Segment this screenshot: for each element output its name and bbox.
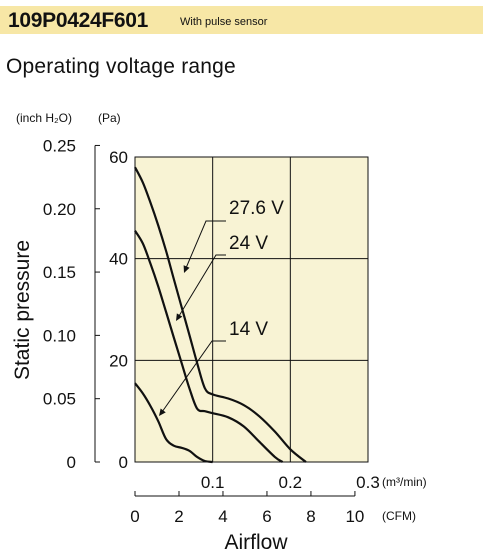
inch-tick-label: 0 [67,453,76,472]
x-tick-label-m3: 0.3 [356,473,380,492]
x-tick-label-m3: 0.1 [201,473,225,492]
model-subtitle: With pulse sensor [180,16,268,28]
x-tick-label-m3: 0.2 [279,473,303,492]
x-tick-label-cfm: 2 [174,507,183,526]
x-tick-label-cfm: 4 [218,507,227,526]
section-title: Operating voltage range [6,55,236,78]
pa-tick-label: 0 [119,453,128,472]
inch-tick-label: 0.10 [43,326,76,345]
x-tick-label-cfm: 0 [130,507,139,526]
x-tick-label-cfm: 10 [345,507,364,526]
x-tick-label-cfm: 6 [262,507,271,526]
annotation-arrowhead [159,408,166,416]
annotation-label: 14 V [229,319,268,340]
annotation-arrowhead [176,313,183,321]
y-unit-pa: (Pa) [98,111,121,125]
pa-tick-label: 20 [109,351,128,370]
annotation-arrowhead [183,265,190,273]
inch-tick-label: 0.05 [43,390,76,409]
annotation-leader [161,340,226,413]
x-unit-m3: (m³/min) [382,475,427,489]
pa-tick-label: 40 [109,250,128,269]
model-number: 109P0424F601 [8,9,149,32]
curve-14-vv [134,382,213,464]
axes [94,144,356,497]
x-unit-cfm: (CFM) [382,509,416,523]
curve-24-vv [134,230,284,463]
grid [135,157,368,462]
plot-frame [134,156,369,463]
y-axis-title: Static pressure [11,240,34,380]
annotation-leader [178,254,226,317]
inch-tick-label: 0.25 [43,136,76,155]
x-axis-title: Airflow [224,531,288,554]
annotation-label: 24 V [229,233,268,254]
pa-tick-label: 60 [109,148,128,167]
x-tick-label-cfm: 8 [306,507,315,526]
inch-tick-label: 0.15 [43,263,76,282]
title-bar: 109P0424F601 With pulse sensor [0,6,483,34]
annotation-leader [185,220,226,269]
inch-tick-label: 0.20 [43,200,76,219]
y-unit-inch: (inch H₂O) [16,111,72,125]
annotation-label: 27.6 V [229,198,284,219]
